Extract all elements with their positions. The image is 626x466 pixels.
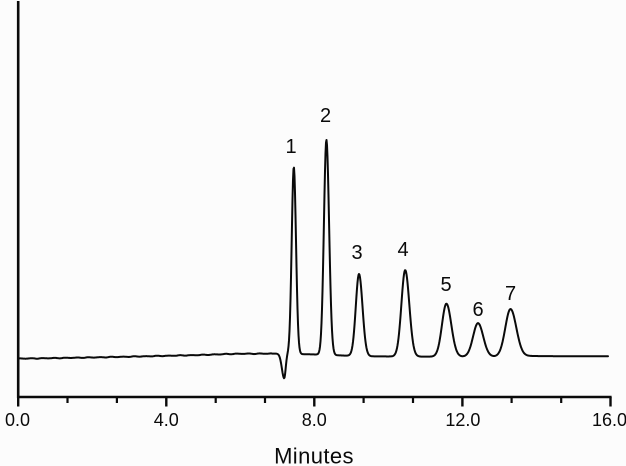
svg-text:3: 3 [351,242,362,264]
svg-text:6: 6 [472,299,483,321]
svg-text:4.0: 4.0 [154,410,179,430]
svg-text:8.0: 8.0 [302,410,327,430]
svg-text:0.0: 0.0 [5,410,30,430]
svg-text:4: 4 [397,239,408,261]
svg-text:7: 7 [505,283,516,305]
svg-text:5: 5 [440,274,451,296]
svg-text:2: 2 [320,105,331,127]
svg-text:1: 1 [285,136,296,158]
svg-text:16.0: 16.0 [592,410,626,430]
svg-text:Minutes: Minutes [274,444,354,466]
svg-text:12.0: 12.0 [445,410,480,430]
